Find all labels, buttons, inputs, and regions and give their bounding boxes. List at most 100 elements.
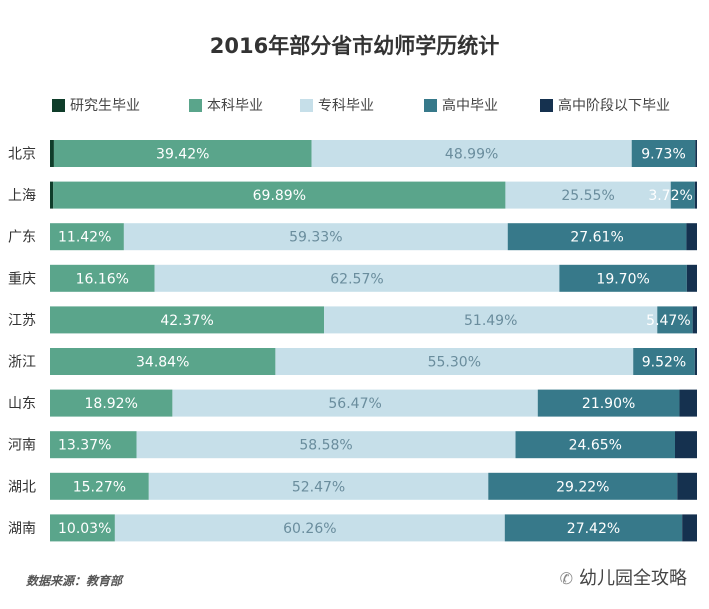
bar-segment [114, 514, 505, 542]
data-label: 58.58% [299, 438, 352, 454]
watermark-text: 幼儿园全攻略 [579, 568, 687, 589]
bar-segment [50, 472, 149, 500]
bar-segment [148, 472, 489, 500]
bar-segment [692, 306, 697, 334]
data-label: 69.89% [253, 188, 306, 204]
bar-segment [50, 431, 137, 459]
bar-segment [631, 140, 696, 167]
legend-item-postgraduate: 研究生毕业 [52, 94, 140, 116]
bar-segment [682, 514, 697, 542]
data-label: 39.42% [156, 147, 209, 163]
category-label: 湖北 [8, 479, 36, 495]
bar-segment [694, 181, 697, 209]
bar-segment [504, 514, 683, 542]
bar-segment [50, 140, 54, 167]
data-label: 60.26% [283, 521, 336, 537]
category-label: 重庆 [8, 271, 36, 287]
bar-segment [537, 389, 680, 417]
data-label: 52.47% [292, 479, 345, 495]
data-label: 51.49% [464, 313, 517, 329]
data-label: 48.99% [445, 147, 498, 163]
data-label: 18.92% [85, 396, 138, 412]
bar-segment [50, 223, 124, 251]
chart-title: 2016年部分省市幼师学历统计 [209, 34, 500, 58]
data-label: 24.65% [569, 438, 622, 454]
bar-segment [50, 514, 115, 542]
legend-item-highschool: 高中毕业 [424, 94, 498, 116]
data-label: 13.37% [58, 438, 111, 454]
data-label: 62.57% [330, 271, 383, 287]
data-label: 11.42% [58, 230, 111, 246]
bar-segment [675, 431, 697, 459]
category-label: 湖南 [8, 521, 36, 537]
bar-segment [488, 472, 678, 500]
category-label: 广东 [8, 230, 36, 246]
bar-segment [515, 431, 676, 459]
bar-segment [686, 264, 697, 292]
data-label: 59.33% [289, 230, 342, 246]
legend-label-college: 专科毕业 [318, 98, 374, 114]
bar-segment [670, 181, 695, 209]
bar-segment [559, 264, 687, 292]
data-label: 3.72% [648, 188, 692, 204]
category-label: 河南 [8, 438, 36, 454]
data-source-note: 数据来源：教育部 [26, 574, 123, 588]
category-label: 江苏 [8, 313, 36, 329]
legend-swatch-highschool [424, 98, 437, 112]
data-label: 34.84% [136, 355, 189, 371]
bar-segment [657, 306, 693, 334]
watermark: ✆ 幼儿园全攻略 [560, 564, 687, 590]
legend-item-college: 专科毕业 [300, 94, 374, 116]
data-label: 29.22% [556, 479, 609, 495]
data-label: 21.90% [582, 396, 635, 412]
legend-item-bachelor: 本科毕业 [189, 94, 263, 116]
data-label: 56.47% [328, 396, 381, 412]
bar-segment [694, 348, 697, 375]
bar-segment [677, 472, 697, 500]
legend-label-below-highschool: 高中阶段以下毕业 [558, 98, 670, 114]
wechat-icon: ✆ [559, 569, 573, 588]
bar-segment [679, 389, 697, 417]
bar-segment [507, 223, 687, 251]
legend-item-below-highschool: 高中阶段以下毕业 [540, 94, 670, 116]
legend-swatch-bachelor [189, 98, 202, 112]
legend-swatch-college [300, 98, 313, 112]
bar-segment [53, 140, 312, 167]
bar-segment [633, 348, 695, 375]
legend-label-postgraduate: 研究生毕业 [70, 98, 140, 114]
bar-segment [324, 306, 658, 334]
bar-segment [311, 140, 632, 167]
data-label: 42.37% [160, 313, 213, 329]
bar-segment [154, 264, 560, 292]
category-label: 山东 [8, 396, 36, 412]
data-label: 27.42% [567, 521, 620, 537]
bar-segment [50, 264, 155, 292]
bar-segment [123, 223, 508, 251]
data-label: 15.27% [73, 479, 126, 495]
bar-segment [50, 389, 173, 417]
data-label: 9.73% [641, 147, 685, 163]
data-label: 27.61% [570, 230, 623, 246]
bar-segment [50, 181, 54, 209]
bar-segment [172, 389, 538, 417]
data-label: 55.30% [428, 355, 481, 371]
data-label: 9.52% [642, 355, 686, 371]
legend-label-bachelor: 本科毕业 [207, 98, 263, 114]
category-label: 浙江 [8, 355, 36, 371]
bar-segment [50, 306, 325, 334]
bar-segment [275, 348, 634, 375]
data-label: 19.70% [596, 271, 649, 287]
data-label: 10.03% [58, 521, 111, 537]
data-label: 25.55% [561, 188, 614, 204]
bar-segment [50, 348, 276, 375]
data-label: 5.47% [646, 313, 690, 329]
bar-segment [136, 431, 516, 459]
legend-swatch-postgraduate [52, 98, 65, 112]
data-label: 16.16% [76, 271, 129, 287]
bar-segment [695, 140, 697, 167]
bar-segment [53, 181, 506, 209]
bar-segment [505, 181, 671, 209]
legend: 研究生毕业 本科毕业 专科毕业 高中毕业 高中阶段以下毕业 [52, 94, 702, 116]
